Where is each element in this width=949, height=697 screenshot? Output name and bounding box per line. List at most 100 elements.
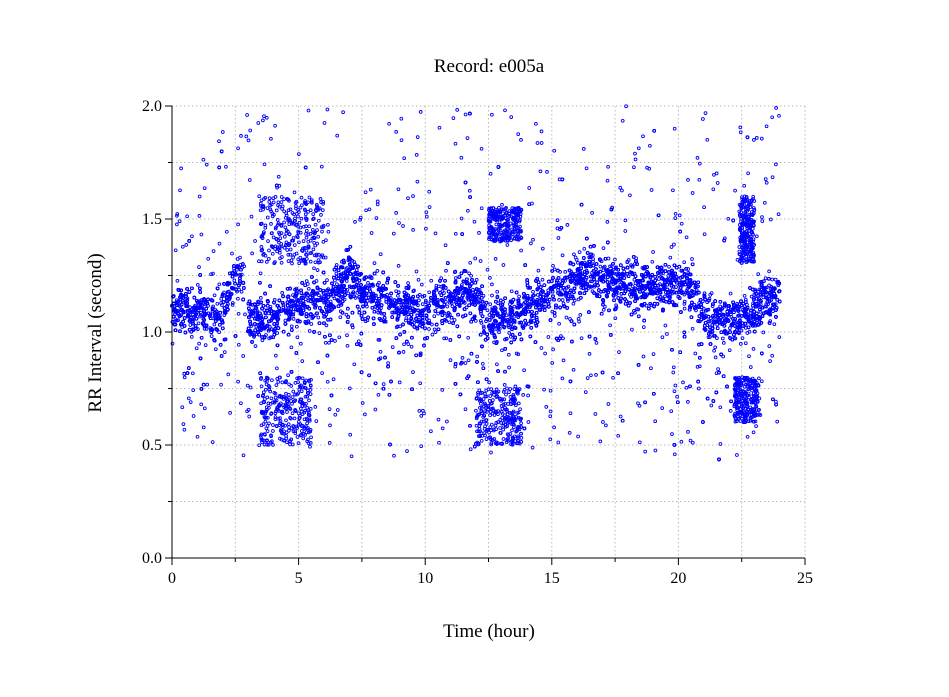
data-point xyxy=(560,298,565,302)
data-point xyxy=(551,347,555,352)
data-point xyxy=(423,298,428,303)
data-point xyxy=(404,318,408,323)
data-point xyxy=(760,219,765,223)
data-point xyxy=(720,312,725,317)
data-point xyxy=(422,293,427,298)
data-point xyxy=(507,331,512,335)
data-point xyxy=(365,299,370,303)
data-point xyxy=(420,302,425,306)
data-point xyxy=(344,267,349,272)
data-point xyxy=(543,351,547,356)
data-point xyxy=(763,276,768,281)
data-point xyxy=(289,345,294,350)
data-point xyxy=(175,278,180,283)
data-point xyxy=(684,385,689,390)
data-point xyxy=(606,256,611,261)
data-point xyxy=(366,280,370,285)
data-point xyxy=(682,260,687,265)
data-point xyxy=(239,289,244,294)
data-point xyxy=(502,325,507,330)
data-point xyxy=(571,367,576,372)
data-point xyxy=(601,268,606,273)
data-point xyxy=(427,290,432,295)
data-point xyxy=(310,288,315,293)
data-point xyxy=(657,277,661,281)
data-point xyxy=(204,327,209,331)
data-point xyxy=(606,164,610,169)
data-point xyxy=(519,436,524,440)
data-point xyxy=(564,294,569,299)
data-point xyxy=(190,371,195,376)
data-point xyxy=(213,347,218,352)
data-point xyxy=(346,291,351,296)
data-point xyxy=(324,323,329,328)
data-point xyxy=(686,267,691,271)
data-point xyxy=(613,316,618,321)
data-point xyxy=(552,267,557,272)
data-point xyxy=(230,303,235,307)
data-point xyxy=(768,359,772,363)
data-point xyxy=(490,293,494,298)
data-point xyxy=(332,296,337,301)
data-point xyxy=(671,370,676,375)
data-point xyxy=(588,259,592,264)
data-point xyxy=(185,308,190,313)
data-point xyxy=(354,268,359,272)
data-point xyxy=(481,324,486,329)
data-point xyxy=(202,186,207,191)
data-point xyxy=(721,354,726,359)
data-point xyxy=(350,325,355,330)
data-point xyxy=(291,309,296,314)
data-point xyxy=(345,343,350,348)
data-point xyxy=(517,320,522,325)
data-point xyxy=(751,347,756,351)
data-point xyxy=(322,121,327,125)
data-point xyxy=(495,294,500,299)
data-point xyxy=(577,319,581,324)
data-point xyxy=(757,299,761,303)
data-point xyxy=(255,309,260,314)
data-point xyxy=(204,162,209,167)
data-point xyxy=(294,324,299,329)
data-point xyxy=(480,361,485,366)
data-point xyxy=(212,322,217,327)
data-point xyxy=(561,336,565,341)
data-point xyxy=(417,298,421,303)
data-point xyxy=(461,293,465,298)
data-point xyxy=(497,330,501,335)
data-point xyxy=(531,237,535,242)
data-point xyxy=(535,293,540,297)
data-point xyxy=(512,304,517,309)
data-point xyxy=(522,368,526,373)
data-point xyxy=(198,310,203,315)
data-point xyxy=(427,327,431,331)
data-point xyxy=(406,281,410,285)
data-point xyxy=(478,318,483,323)
data-point xyxy=(357,307,362,312)
data-point xyxy=(217,282,222,287)
data-point xyxy=(629,295,633,299)
data-point xyxy=(378,349,383,354)
data-point xyxy=(531,289,535,294)
data-point xyxy=(322,315,326,319)
data-point xyxy=(275,303,280,308)
data-point xyxy=(603,304,607,309)
data-point xyxy=(363,319,368,323)
data-point xyxy=(186,396,191,401)
data-point xyxy=(694,288,699,293)
data-point xyxy=(368,275,372,280)
data-point xyxy=(536,268,541,273)
data-point xyxy=(258,296,263,300)
data-point xyxy=(756,289,761,294)
data-point xyxy=(235,289,239,294)
data-point xyxy=(747,354,751,359)
data-point xyxy=(738,342,743,346)
data-point xyxy=(193,303,197,308)
data-point xyxy=(459,283,464,287)
data-point xyxy=(695,365,700,369)
data-point xyxy=(649,366,653,371)
data-point xyxy=(512,320,517,325)
data-point xyxy=(743,326,748,330)
data-point xyxy=(487,313,492,317)
